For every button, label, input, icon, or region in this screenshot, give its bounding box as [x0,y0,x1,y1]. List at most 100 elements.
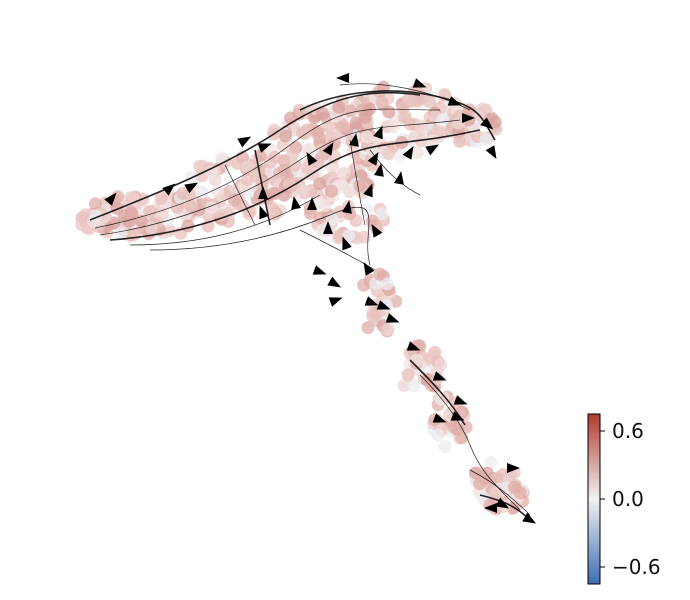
cell-point [434,358,448,372]
cell-point [455,431,469,445]
stream-arrowhead [336,73,349,83]
cell-point [451,116,465,130]
cell-point [407,379,421,393]
cell-point [396,101,410,115]
stream-arrowhead [363,183,373,198]
cell-point [196,159,210,173]
cell-point [360,130,374,144]
cell-point [313,177,327,191]
cell-point [231,156,244,170]
stream-arrowhead [432,413,447,423]
stream-arrowhead [507,463,520,473]
stream-arrowhead [184,182,199,194]
cell-point [436,391,450,405]
cell-point [397,378,411,392]
cell-point [295,126,309,140]
stream-arrowhead [258,186,268,199]
cell-point [410,353,424,367]
cell-point [286,147,300,160]
stream-arrowhead [327,276,342,288]
cell-point [135,214,149,228]
stream-arrowhead [306,151,318,166]
cell-point [484,456,498,469]
cell-point [313,211,327,225]
cell-point [154,191,168,205]
stream-arrowhead [367,151,379,166]
stream-arrowhead [373,125,383,140]
stream-arrowheads [104,73,537,524]
cell-point [359,203,373,217]
cell-point [405,94,419,108]
colorbar: 0.6 0.0 −0.6 [587,413,661,585]
streamline [469,469,531,516]
stream-arrowhead [402,145,414,160]
cell-point [267,208,281,222]
stream-arrowhead [349,133,359,147]
stream-arrowhead [342,236,352,251]
colorbar-tick-label: 0.6 [612,419,644,443]
cell-point [254,148,268,162]
stream-arrowhead [495,497,510,509]
cell-point [195,185,209,199]
cell-point [312,195,326,209]
cell-point [124,191,138,205]
stream-arrowhead [104,192,117,206]
cell-point [473,108,487,122]
streamline [109,129,481,241]
cell-point [332,100,346,114]
stream-arrowhead [485,145,497,160]
stream-arrowhead [162,183,176,196]
cell-point [473,477,487,491]
cell-point [414,119,428,133]
stream-arrowhead [412,78,427,88]
cell-point [288,158,302,172]
cell-point [382,147,395,161]
stream-arrowhead [480,117,494,130]
stream-arrowhead [363,261,375,276]
colorbar-gradient [587,413,601,585]
stream-arrowhead [328,297,343,307]
stream-arrowhead [291,196,301,210]
stream-arrowhead [322,141,334,156]
cell-point [479,132,493,146]
cell-point [381,322,395,336]
cell-point [114,226,128,240]
cell-point [373,267,387,281]
cell-point [184,170,198,184]
stream-arrowhead [323,221,333,234]
cell-point [264,155,278,169]
streamline [94,108,441,229]
cell-point [436,113,450,127]
stream-arrowhead [364,296,379,306]
cell-point [361,321,375,335]
cell-point [488,486,502,500]
cell-point [375,207,389,221]
cell-point [211,185,224,199]
cell-point [302,142,316,156]
cell-point [315,106,329,120]
cell-point [240,160,254,174]
cell-point [184,199,198,213]
colorbar-ticks: 0.6 0.0 −0.6 [600,419,661,579]
stream-arrowhead [371,223,383,238]
cell-point [215,208,229,222]
cell-point [438,440,452,453]
cell-point [366,309,380,323]
cell-point [398,111,411,125]
cell-point [337,166,351,180]
stream-arrowhead [374,163,384,177]
cell-point [410,146,424,160]
cell-point [401,368,415,382]
cell-point [279,129,293,143]
stream-arrowhead [447,96,462,106]
cell-point [375,95,389,109]
cell-point [227,193,241,207]
cell-point [215,151,229,165]
colorbar-tick-label: −0.6 [612,555,661,579]
cell-point [453,134,467,148]
cell-point [447,420,461,434]
stream-arrowhead [450,411,465,421]
cell-point [342,228,356,242]
stream-arrowhead [453,395,468,405]
